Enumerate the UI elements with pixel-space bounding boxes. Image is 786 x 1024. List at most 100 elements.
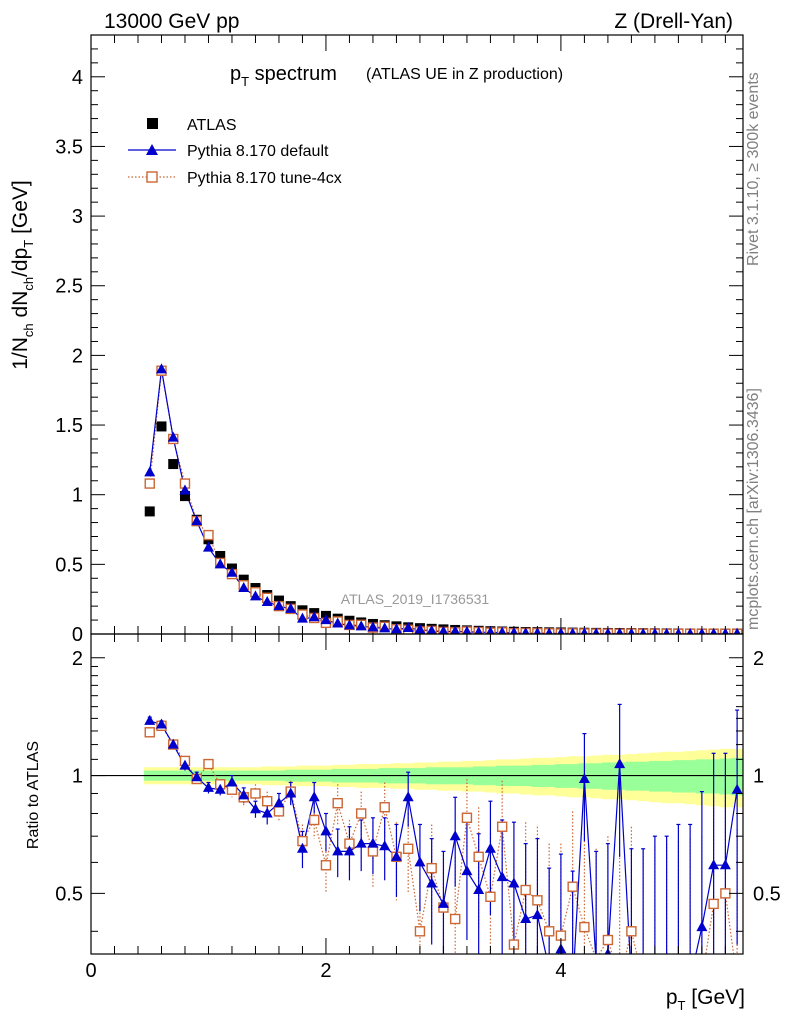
ratio-y-tick-label-right: 0.5 <box>753 883 781 905</box>
main-plot-area <box>144 363 743 634</box>
ratio-default-point <box>402 791 414 802</box>
ratio-default-point <box>449 830 461 841</box>
ratio-stat-uncertainty-band <box>660 760 674 792</box>
ratio-4cx-point <box>602 934 614 946</box>
main-default-point <box>580 627 589 634</box>
ratio-4cx-point <box>203 758 214 770</box>
ratio-default-point <box>414 856 426 867</box>
main-y-tick-label: 0 <box>72 624 83 646</box>
ratio-default-point <box>332 845 344 856</box>
ratio-default-point <box>167 738 179 749</box>
ratio-4cx-point <box>567 881 578 892</box>
ratio-default-point <box>461 865 473 876</box>
ratio-4cx-point <box>309 814 320 826</box>
main-default-point <box>332 617 344 628</box>
ratio-default-point <box>719 859 731 870</box>
main-default-point <box>686 627 694 634</box>
legend-4cx-label: Pythia 8.170 tune-4cx <box>187 170 342 187</box>
main-default-point <box>390 623 402 634</box>
ratio-frame <box>90 633 744 955</box>
ratio-4cx-point <box>579 921 590 933</box>
ratio-default-point <box>273 797 285 808</box>
ratio-4cx-point <box>473 851 484 863</box>
main-y-tick-label: 0.5 <box>55 554 83 576</box>
main-default-point <box>144 466 156 477</box>
main-default-point <box>402 622 414 633</box>
main-default-point <box>651 627 659 634</box>
header-right: Z (Drell-Yan) <box>614 10 733 33</box>
ratio-default-point <box>685 974 696 984</box>
ratio-default-point <box>179 759 191 770</box>
main-atlas-point <box>215 550 226 561</box>
ratio-default-point <box>367 837 379 848</box>
ratio-4cx-point <box>686 976 695 985</box>
main-default-point <box>545 627 553 634</box>
main-default-point <box>498 626 507 634</box>
ratio-4cx-point <box>402 843 414 854</box>
ratio-4cx-point <box>708 898 719 910</box>
ratio-4cx-point <box>674 976 683 985</box>
main-atlas-point <box>238 574 249 585</box>
ratio-default-point <box>285 787 297 798</box>
ratio-4cx-point <box>461 812 473 823</box>
ratio-default-point <box>379 840 391 851</box>
ratio-default-point <box>578 772 590 783</box>
ratio-default-point <box>355 837 367 848</box>
ratio-y-axis-title: Ratio to ATLAS <box>25 741 42 849</box>
ratio-default-point <box>191 771 203 782</box>
ratio-4cx-point <box>379 802 390 813</box>
ratio-4cx-point <box>520 884 531 896</box>
main-y-tick-label: 4 <box>72 67 83 89</box>
ratio-default-point <box>708 859 720 870</box>
main-default-point <box>426 624 437 634</box>
ratio-4cx-point <box>320 860 332 871</box>
ratio-4cx-point <box>590 953 602 954</box>
ratio-4cx-point <box>615 976 624 985</box>
ratio-4cx-point <box>262 796 273 807</box>
ratio-default-point <box>296 842 308 853</box>
ratio-default-point <box>214 783 226 794</box>
ratio-default-point <box>614 758 626 769</box>
main-atlas-point <box>144 506 155 517</box>
main-y-tick-label: 1 <box>72 485 83 507</box>
legend-default-label: Pythia 8.170 default <box>187 143 329 160</box>
main-atlas-point <box>168 459 179 470</box>
ratio-default-point <box>343 845 355 856</box>
main-default-point <box>557 627 565 634</box>
main-default-point <box>521 627 530 634</box>
rivet-label: Rivet 3.1.10, ≥ 300k events <box>745 72 762 266</box>
main-y-tick-label: 3.5 <box>55 136 83 158</box>
ratio-4cx-point <box>332 797 343 809</box>
ratio-default-point <box>473 884 485 895</box>
main-default-point <box>639 627 647 634</box>
main-default-point <box>296 612 308 623</box>
main-default-point <box>474 626 483 634</box>
mcplots-label: mcplots.cern.ch [arXiv:1306.3436] <box>745 388 762 630</box>
ratio-4cx-point <box>226 784 238 795</box>
header-left: 13000 GeV pp <box>104 10 239 33</box>
legend-4cx-marker <box>146 171 158 183</box>
ratio-default-point <box>249 803 261 814</box>
ratio-y-tick-label: 2 <box>72 648 83 670</box>
x-tick-label: 0 <box>85 960 96 982</box>
ratio-4cx-point <box>414 926 426 937</box>
plot-subtitle: (ATLAS UE in Z production) <box>366 66 563 83</box>
ratio-default-point <box>649 974 660 984</box>
main-default-point <box>414 623 426 634</box>
main-default-point <box>179 484 191 495</box>
ratio-4cx-point <box>496 821 508 832</box>
ratio-y-tick-label-right: 1 <box>753 766 764 788</box>
legend-atlas-marker <box>147 118 158 129</box>
main-default-point <box>355 620 367 631</box>
x-axis-title: pT [GeV] <box>666 986 745 1013</box>
main-default-point <box>191 515 203 526</box>
legend: ATLAS Pythia 8.170 default Pythia 8.170 … <box>128 117 342 187</box>
ratio-4cx-point <box>355 808 367 819</box>
ratio-default-point <box>673 974 684 984</box>
ratio-panel: 0 2 4 0.5 0.5 1 1 2 2 <box>55 634 781 982</box>
main-default-point <box>202 541 214 552</box>
ratio-y-tick-label: 1 <box>72 766 83 788</box>
ratio-default-point <box>638 974 649 984</box>
main-default-point <box>450 625 460 634</box>
